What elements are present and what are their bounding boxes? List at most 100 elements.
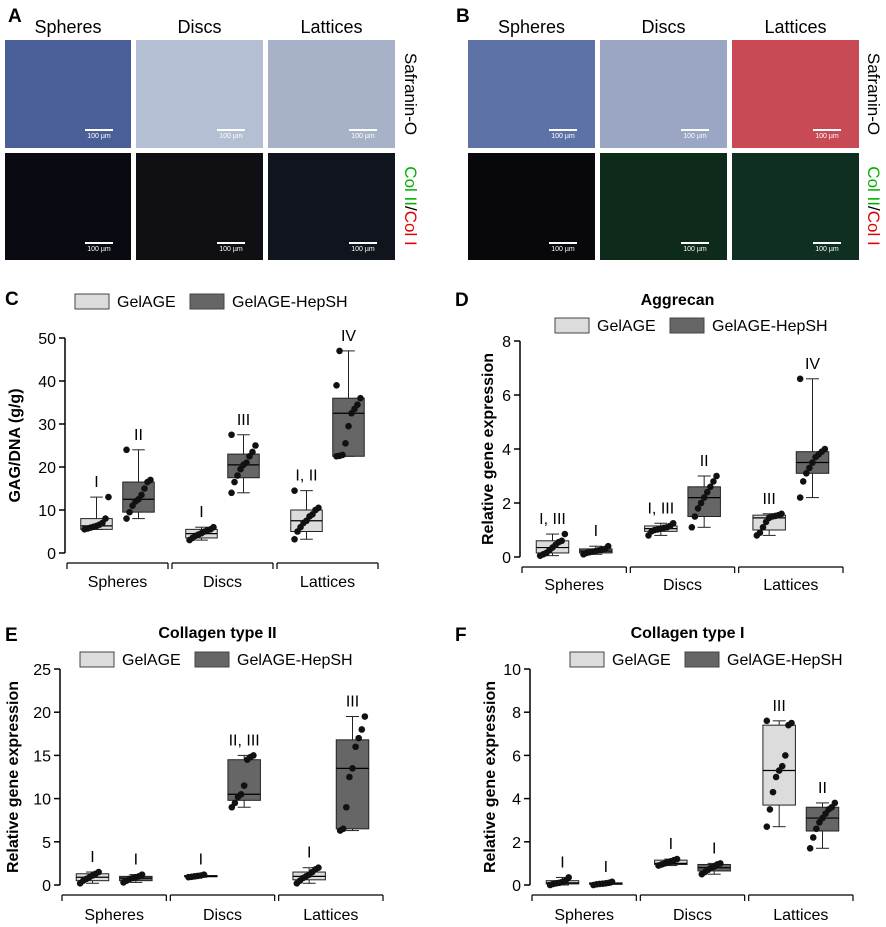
col-ii-label: Col II [401,166,420,206]
legend-swatch [74,293,110,310]
scale-bar-label: 100 µm [87,246,111,253]
data-point [803,470,810,477]
column-title: Lattices [764,17,826,37]
data-point [561,530,569,538]
box-body [335,739,370,830]
data-point [123,515,130,522]
data-point [138,871,146,878]
scale-bar-label: 100 µm [551,246,575,253]
significance-label: I [604,859,608,876]
significance-label: IV [341,328,356,345]
box-gelage-hepsh-spheres: I [119,852,153,886]
column-title: Discs [178,17,222,37]
significance-label: III [346,694,359,711]
data-point [291,535,298,543]
category-label: Discs [203,907,242,924]
data-point [95,868,102,876]
data-point [763,717,771,725]
data-point [782,752,789,759]
chart-panel-d: D Aggrecan GelAGE GelAGE-HepSH 0 2 4 6 8 Relative… [455,290,844,594]
data-point [339,825,347,833]
panel-letter-a: A [8,6,22,27]
chart-title: Collagen type I [631,625,745,642]
data-point [697,499,705,507]
data-point [315,504,322,512]
chart-title: Collagen type II [158,625,276,642]
data-point [210,523,217,531]
data-point [756,529,764,536]
data-point [799,478,807,485]
y-tick-label: 10 [503,662,521,679]
slash-label: / [401,206,420,211]
data-point [345,422,352,430]
col-ii-label: Col II [864,166,883,206]
legend-swatch [684,651,720,668]
y-tick-label: 2 [512,835,521,852]
significance-label: I [134,852,138,869]
significance-label: I, III [647,500,674,517]
data-point [231,478,238,486]
box-gelage-hepsh-lattices: IV [795,356,830,501]
box-gelage-spheres: I [545,854,580,889]
data-point [703,488,711,496]
data-point [291,487,298,494]
data-point [105,493,112,501]
data-point [354,401,361,408]
significance-label: II [818,780,827,797]
y-tick-label: 20 [33,705,51,722]
significance-label: II [134,427,143,444]
y-tick-label: 5 [42,835,51,852]
data-point [249,448,256,456]
box-gelage-discs: I [185,504,218,544]
chart-panel-e: E Collagen type II GelAGE GelAGE-HepSH 0 5 10 1… [5,625,384,924]
safranin-micrograph [5,40,131,148]
column-title: Lattices [300,17,362,37]
data-point [361,713,369,720]
chart-panel-f: F Collagen type I GelAGE GelAGE-HepSH 0 2 4 6 8 1… [455,625,854,924]
data-point [357,394,364,402]
data-point [831,799,839,807]
scale-bar-label: 100 µm [351,246,375,253]
data-point [688,524,696,531]
data-point [123,446,130,454]
legend-swatch [189,293,225,310]
legend-label: GelAGE [612,652,671,669]
y-tick-label: 25 [33,662,51,679]
data-point [126,508,133,516]
category-label: Lattices [773,907,828,924]
legend-swatch [554,317,590,334]
y-tick-label: 40 [38,374,56,391]
data-point [339,451,346,459]
scale-bar-label: 100 µm [219,246,243,253]
data-point [352,743,359,751]
data-point [707,483,714,491]
box-gelage-hepsh-spheres: II [122,427,155,522]
significance-label: I [712,840,716,857]
safranin-micrograph [268,40,395,148]
significance-label: III [237,412,250,429]
y-tick-label: 15 [33,748,51,765]
significance-label: I [594,523,598,540]
data-point [759,524,767,531]
safranin-micrograph [600,40,727,148]
legend-swatch [79,651,115,668]
data-point [237,790,245,798]
box-gelage-hepsh-discs: I [697,840,731,878]
data-point [228,489,235,497]
y-tick-label: 8 [502,334,511,351]
chart-title: Aggrecan [641,292,715,309]
data-point [102,515,109,522]
data-point [766,806,774,813]
safranin-micrograph [136,40,263,148]
safranin-micrograph [732,40,859,148]
significance-label: III [772,698,785,715]
data-point [608,878,616,886]
box-gelage-discs: I [184,852,218,881]
category-label: Discs [673,907,712,924]
box-gelage-hepsh-lattices: II [805,780,840,852]
data-point [228,431,235,439]
category-label: Discs [203,574,242,591]
row-label-collagen: Col II/Col I [401,166,420,245]
data-point [565,874,572,881]
data-point [343,803,350,811]
